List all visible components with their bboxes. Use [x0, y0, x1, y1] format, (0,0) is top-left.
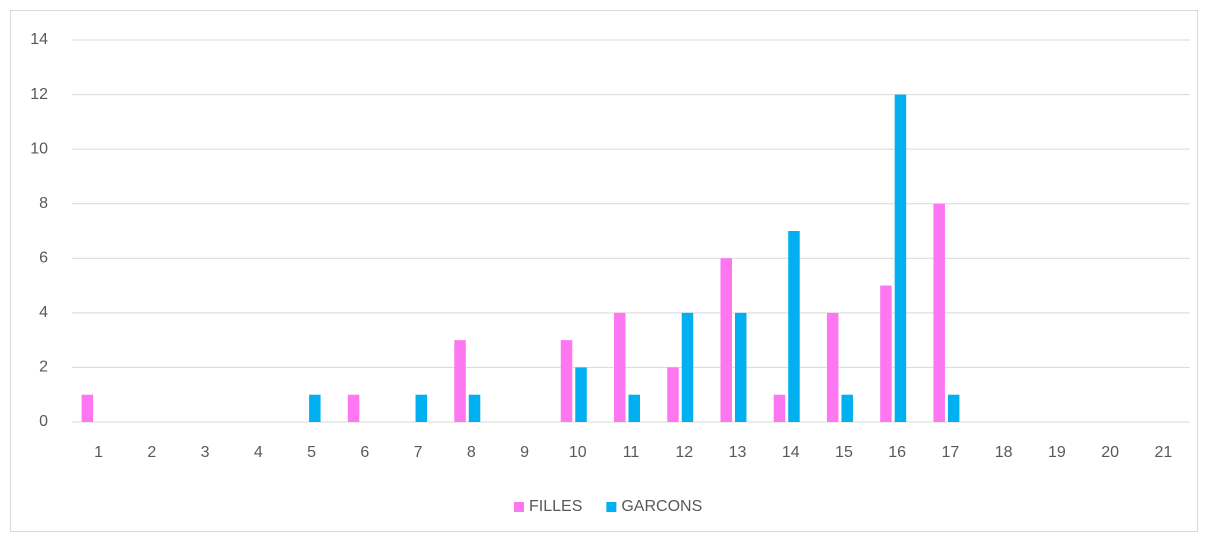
- x-tick-label: 13: [729, 444, 747, 461]
- x-tick-label: 10: [569, 444, 587, 461]
- bar: [773, 394, 786, 422]
- x-tick-label: 2: [147, 444, 156, 461]
- bar: [947, 394, 960, 422]
- bar: [826, 312, 839, 422]
- x-tick-label: 12: [675, 444, 693, 461]
- bar: [560, 340, 573, 422]
- bar: [788, 231, 800, 422]
- y-tick-label: 8: [39, 195, 48, 212]
- bar: [468, 394, 481, 422]
- y-tick-label: 12: [30, 86, 48, 103]
- x-tick-label: 19: [1048, 444, 1066, 461]
- bar: [575, 367, 587, 422]
- bar: [681, 312, 694, 422]
- bar: [454, 340, 466, 422]
- y-tick-label: 0: [39, 413, 48, 430]
- bar: [309, 394, 321, 422]
- y-tick-label: 4: [39, 304, 48, 321]
- bar: [415, 394, 428, 422]
- x-tick-label: 11: [623, 444, 640, 461]
- x-tick-label: 3: [201, 444, 210, 461]
- y-tick-label: 10: [30, 140, 48, 157]
- y-tick-label: 2: [39, 359, 48, 376]
- bar: [628, 394, 640, 422]
- x-tick-label: 14: [782, 444, 800, 461]
- x-tick-label: 21: [1154, 444, 1172, 461]
- x-tick-label: 17: [942, 444, 960, 461]
- bar: [667, 367, 679, 422]
- bar: [894, 94, 907, 423]
- x-tick-label: 4: [254, 444, 263, 461]
- x-tick-label: 18: [995, 444, 1013, 461]
- legend-label: GARCONS: [621, 498, 702, 515]
- chart-border: [10, 10, 1198, 532]
- x-tick-label: 20: [1101, 444, 1119, 461]
- x-tick-label: 16: [888, 444, 906, 461]
- bar: [614, 312, 626, 422]
- legend-label: FILLES: [529, 498, 582, 515]
- bar: [841, 394, 853, 422]
- legend-swatch: [606, 502, 617, 512]
- x-tick-label: 5: [307, 444, 316, 461]
- x-tick-label: 15: [835, 444, 853, 461]
- x-tick-label: 9: [520, 444, 529, 461]
- y-tick-label: 6: [39, 250, 48, 267]
- legend-swatch: [514, 502, 524, 512]
- bar: [734, 312, 747, 422]
- bar: [720, 258, 732, 422]
- bar: [880, 285, 892, 422]
- x-tick-label: 1: [94, 444, 103, 461]
- bar: [933, 203, 945, 422]
- bar: [347, 394, 360, 422]
- bar: [81, 394, 94, 422]
- x-tick-label: 6: [360, 444, 369, 461]
- x-tick-label: 8: [467, 444, 476, 461]
- y-tick-label: 14: [30, 31, 48, 48]
- x-tick-label: 7: [414, 444, 423, 461]
